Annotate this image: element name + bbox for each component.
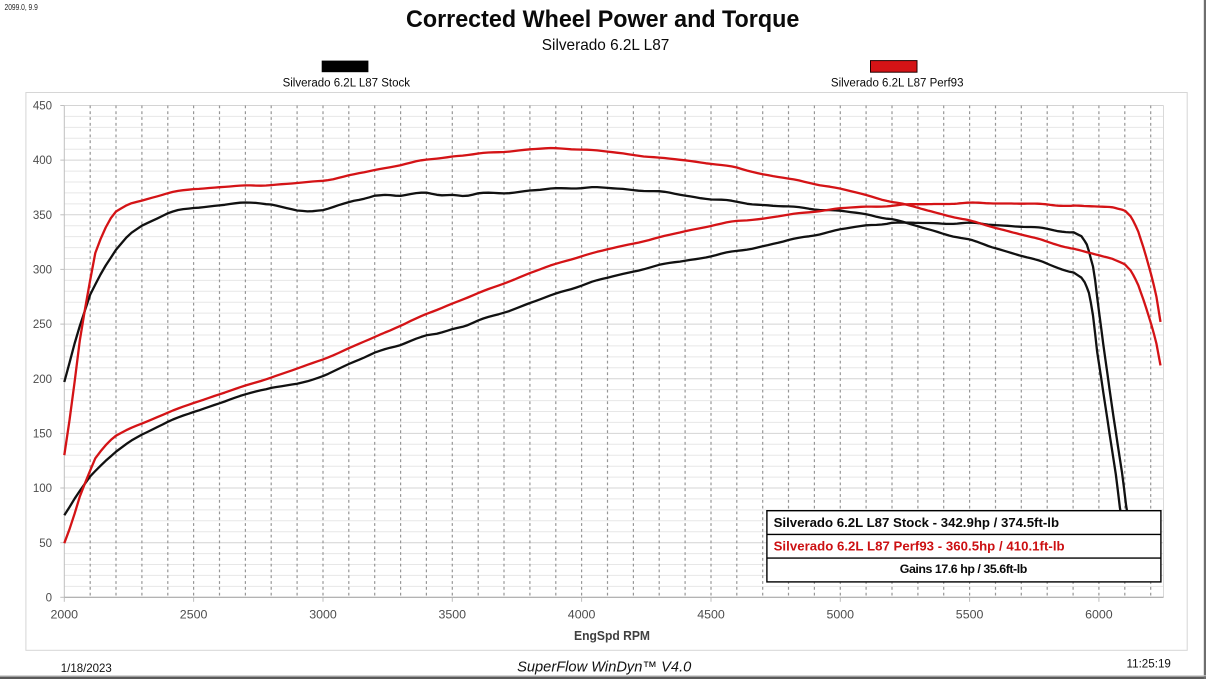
svg-text:4500: 4500 [697, 607, 725, 621]
svg-text:Silverado 6.2L L87 Stock: Silverado 6.2L L87 Stock [283, 78, 411, 90]
svg-text:5000: 5000 [827, 607, 855, 621]
svg-text:0: 0 [46, 592, 52, 604]
svg-text:Gains 17.6 hp / 35.6ft-lb: Gains 17.6 hp / 35.6ft-lb [900, 562, 1028, 576]
svg-text:300: 300 [33, 265, 52, 277]
svg-text:EngSpd RPM: EngSpd RPM [574, 629, 650, 643]
svg-text:Silverado 6.2L L87 Perf93 - 36: Silverado 6.2L L87 Perf93 - 360.5hp / 41… [774, 539, 1065, 554]
svg-text:2099.0, 9.9: 2099.0, 9.9 [5, 3, 39, 12]
svg-text:350: 350 [33, 210, 52, 222]
svg-text:2000: 2000 [51, 607, 79, 621]
svg-text:Silverado 6.2L L87 Stock - 342: Silverado 6.2L L87 Stock - 342.9hp / 374… [774, 515, 1059, 530]
svg-text:Silverado 6.2L L87 Perf93: Silverado 6.2L L87 Perf93 [831, 78, 964, 90]
svg-text:3000: 3000 [309, 607, 337, 621]
svg-text:250: 250 [33, 319, 52, 331]
svg-text:Silverado 6.2L L87: Silverado 6.2L L87 [542, 37, 670, 54]
svg-text:4000: 4000 [568, 607, 596, 621]
svg-text:100: 100 [33, 483, 52, 495]
svg-text:2500: 2500 [180, 607, 208, 621]
svg-text:Corrected Wheel Power and Torq: Corrected Wheel Power and Torque [406, 6, 799, 33]
svg-text:SuperFlow WinDyn™ V4.0: SuperFlow WinDyn™ V4.0 [517, 660, 691, 676]
svg-text:400: 400 [33, 155, 52, 167]
svg-text:1/18/2023: 1/18/2023 [61, 662, 112, 675]
svg-text:6000: 6000 [1085, 607, 1113, 621]
svg-text:5500: 5500 [956, 607, 984, 621]
svg-text:11:25:19: 11:25:19 [1127, 657, 1172, 671]
svg-text:3500: 3500 [439, 607, 467, 621]
svg-text:450: 450 [33, 101, 52, 113]
svg-text:200: 200 [33, 374, 52, 386]
svg-text:150: 150 [33, 429, 52, 441]
svg-text:50: 50 [39, 538, 52, 550]
